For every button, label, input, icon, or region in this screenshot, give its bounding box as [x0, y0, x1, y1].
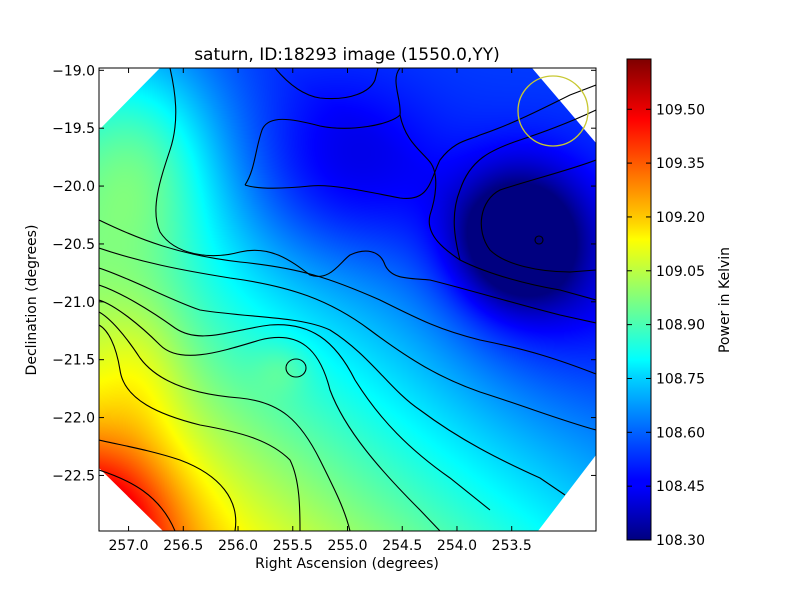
contour-line — [155, 68, 596, 324]
y-tick-label: −21.5 — [52, 353, 95, 369]
colorbar-tick-label: 108.90 — [656, 318, 705, 334]
chart-title: saturn, ID:18293 image (1550.0,YY) — [194, 45, 500, 65]
colorbar-tick-label: 109.20 — [656, 210, 705, 226]
y-tick-label: −21.0 — [52, 295, 95, 311]
x-tick-label: 253.5 — [492, 538, 532, 554]
y-axis-ticks: −19.0 −19.5 −20.0 −20.5 −21.0 −21.5 −22.0 −22.5 — [52, 63, 596, 484]
y-tick-label: −20.5 — [52, 237, 95, 253]
contour-line — [99, 247, 596, 431]
x-axis-label: Right Ascension (degrees) — [255, 556, 439, 572]
plot-area — [99, 68, 596, 531]
x-tick-label: 254.5 — [382, 538, 422, 554]
contour-line — [399, 114, 596, 301]
colorbar-tick-label: 109.05 — [656, 264, 705, 280]
contour-line — [99, 219, 596, 375]
x-axis-ticks: 257.0 256.5 256.0 255.5 255.0 254.5 254.0 253.5 — [109, 68, 532, 554]
colorbar: 108.30 108.45 108.60 108.75 108.90 109.05 109.… — [626, 58, 733, 549]
marker-circle — [517, 75, 589, 147]
contour-line — [244, 84, 596, 199]
x-tick-label: 256.0 — [218, 538, 258, 554]
contour-line — [99, 311, 351, 531]
contour-line — [244, 68, 401, 186]
contour-line — [99, 439, 237, 531]
y-tick-label: −19.5 — [52, 121, 95, 137]
colorbar-tick-label: 108.45 — [656, 479, 705, 495]
colorbar-tick-label: 108.75 — [656, 371, 705, 387]
contour-line — [99, 469, 176, 531]
x-tick-label: 255.5 — [273, 538, 313, 554]
contour-line — [534, 235, 544, 245]
contour-line — [274, 68, 379, 100]
colorbar-label: Power in Kelvin — [717, 247, 733, 353]
contour-line — [285, 358, 307, 378]
contour-line — [99, 324, 301, 531]
x-tick-label: 256.5 — [163, 538, 203, 554]
contour-line — [99, 299, 441, 531]
x-tick-label: 257.0 — [109, 538, 149, 554]
y-axis-label: Declination (degrees) — [24, 225, 40, 376]
y-tick-label: −20.0 — [52, 179, 95, 195]
heatmap-image — [99, 68, 596, 531]
colorbar-gradient — [626, 58, 652, 541]
colorbar-ticks: 108.30 108.45 108.60 108.75 108.90 109.05 109.… — [627, 102, 705, 549]
x-tick-label: 255.0 — [327, 538, 367, 554]
colorbar-tick-label: 108.60 — [656, 425, 705, 441]
contour-line — [99, 267, 566, 496]
colorbar-tick-label: 109.50 — [656, 102, 705, 118]
contour-line — [480, 159, 596, 273]
x-tick-label: 254.0 — [437, 538, 477, 554]
y-tick-label: −19.0 — [52, 63, 95, 79]
y-tick-label: −22.5 — [52, 468, 95, 484]
contour-lines — [99, 68, 596, 531]
contour-line — [99, 284, 491, 511]
colorbar-tick-label: 109.35 — [656, 156, 705, 172]
contour-line — [453, 109, 596, 261]
y-tick-label: −22.0 — [52, 411, 95, 427]
colorbar-tick-label: 108.30 — [656, 533, 705, 549]
